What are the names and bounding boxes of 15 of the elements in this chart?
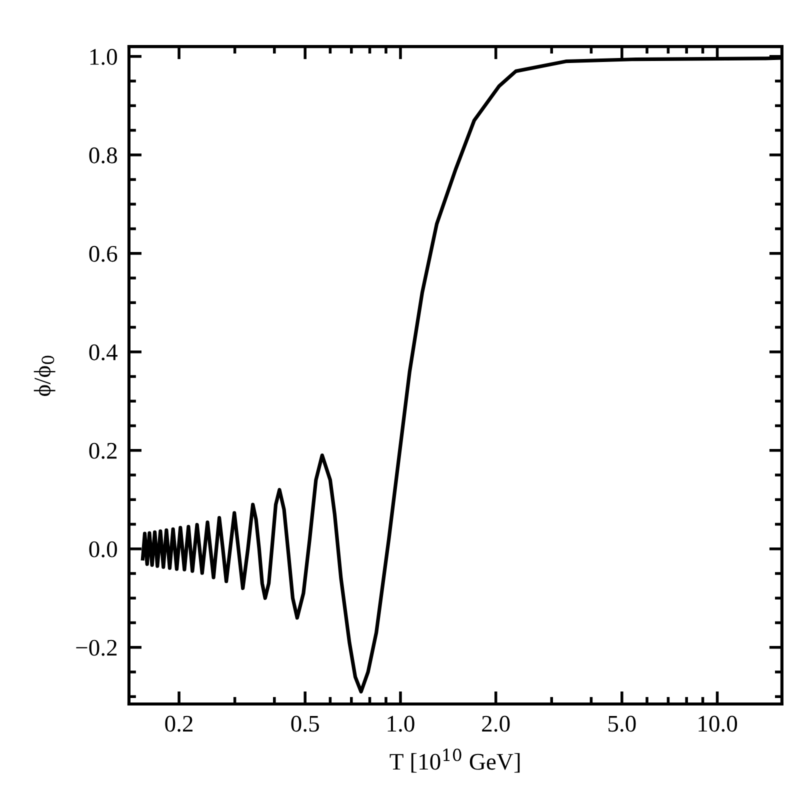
x-tick-label: 0.2 [165,716,192,732]
y-tick-label: 1.0 [90,48,117,65]
y-axis-title: ϕ/ϕ$_{0}$ [34,356,56,396]
x-tick-label: 2.0 [482,716,510,732]
y-tick-label: 0.0 [89,541,117,558]
y-tick-label: −0.2 [76,640,117,656]
x-axis-title: T [10$^{10}$ GeV] [390,748,520,773]
x-tick-label: 5.0 [608,716,636,732]
x-tick-label: 1.0 [388,716,414,732]
y-tick-label: 0.6 [89,246,118,262]
x-tick-label: 0.5 [291,716,319,732]
x-tick-label: 10.0 [698,716,738,732]
y-tick-label: 0.2 [89,442,117,459]
y-tick-label: 0.4 [89,344,118,360]
y-tick-label: 0.8 [89,147,117,164]
